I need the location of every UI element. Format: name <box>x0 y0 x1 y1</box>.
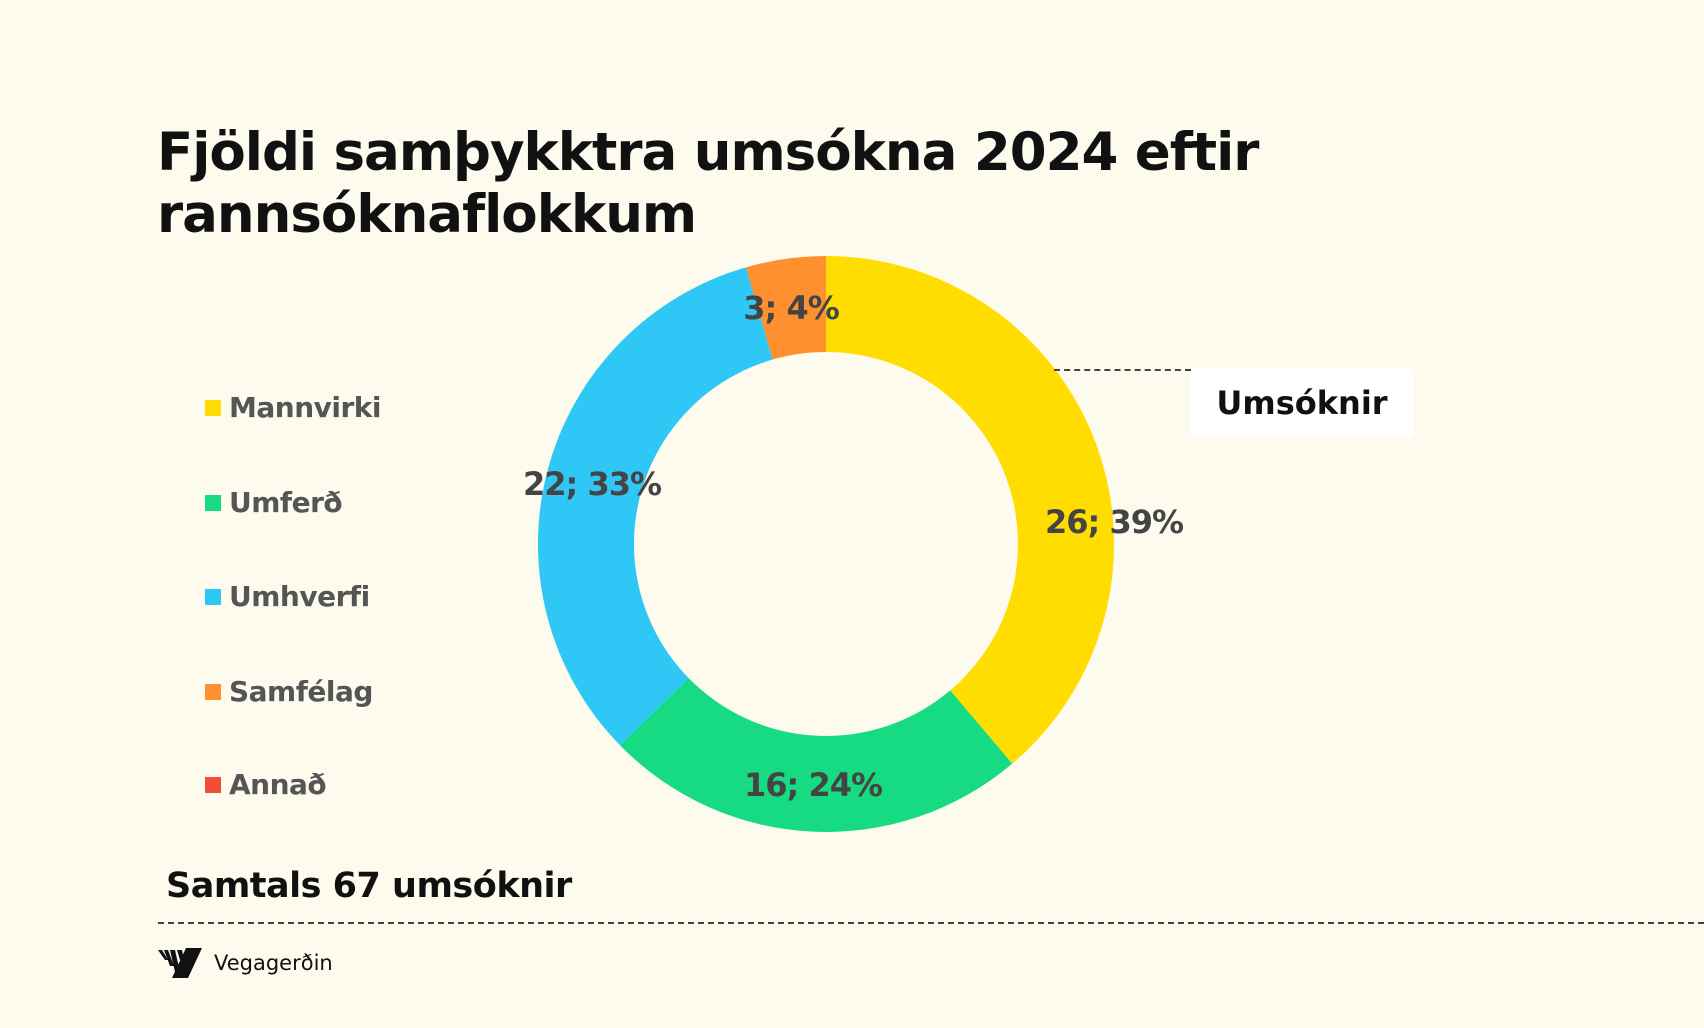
legend-label: Annað <box>229 768 327 801</box>
legend-item: Annað <box>205 768 327 801</box>
vegagerdin-logo-icon <box>158 948 202 978</box>
legend-swatch <box>205 588 221 605</box>
legend-label: Umhverfi <box>229 580 370 613</box>
legend-swatch <box>205 683 221 700</box>
legend-label: Mannvirki <box>229 391 382 424</box>
total-text: Samtals 67 umsóknir <box>166 866 572 906</box>
legend-swatch <box>205 399 221 416</box>
legend-item: Umhverfi <box>205 580 370 613</box>
data-label: 22; 33% <box>523 465 662 503</box>
chart-title: Fjöldi samþykktra umsókna 2024 eftir rann… <box>157 122 1259 246</box>
logo: Vegagerðin <box>158 948 333 978</box>
donut-segment-samfélag <box>746 256 826 360</box>
donut-segment-umhverfi <box>537 267 773 746</box>
series-label: Umsóknir <box>1216 384 1388 422</box>
divider-line <box>158 922 1704 924</box>
legend-swatch <box>205 776 221 793</box>
series-leader-line <box>1054 369 1191 371</box>
title-line-1: Fjöldi samþykktra umsókna 2024 eftir <box>157 122 1259 183</box>
legend-label: Umferð <box>229 486 343 519</box>
donut-segment-umferð <box>619 678 1013 832</box>
legend-item: Samfélag <box>205 675 373 708</box>
legend-swatch <box>205 494 221 511</box>
legend-item: Mannvirki <box>205 391 382 424</box>
series-label-box: Umsóknir <box>1191 369 1413 437</box>
data-label: 3; 4% <box>743 289 839 327</box>
data-label: 26; 39% <box>1045 503 1184 541</box>
logo-text: Vegagerðin <box>214 951 333 975</box>
donut-segment-mannvirki <box>826 256 1115 764</box>
title-line-2: rannsóknaflokkum <box>157 184 697 245</box>
legend-item: Umferð <box>205 486 343 519</box>
data-label: 16; 24% <box>744 766 883 804</box>
legend-label: Samfélag <box>229 675 373 708</box>
